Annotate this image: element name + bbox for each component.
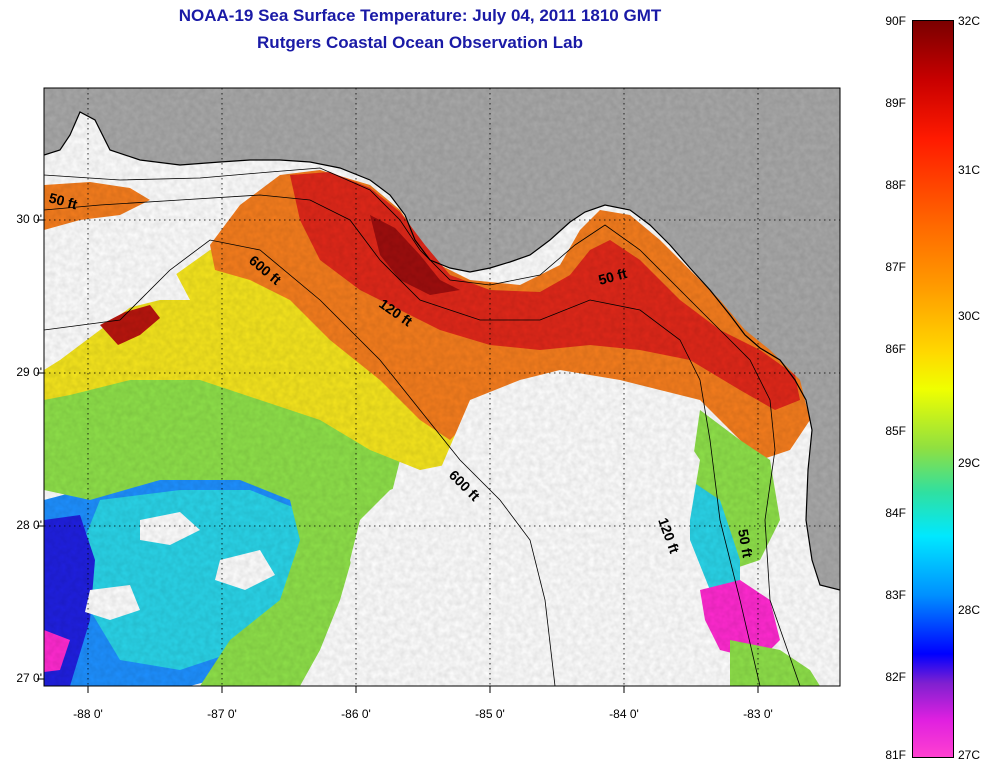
colorbar-label-81f: 81F — [885, 748, 906, 762]
lon-label-85: -85 0' — [475, 707, 505, 721]
contour-120ft — [44, 194, 761, 686]
colorbar-label-27c: 27C — [958, 748, 981, 762]
lat-label-28: 28 0' — [16, 518, 42, 532]
lon-label-87: -87 0' — [207, 707, 237, 721]
contour-label-50-west: 50 ft — [47, 189, 79, 212]
texture-overlay — [44, 88, 840, 686]
colorbar-label-85f: 85F — [885, 424, 906, 438]
colorbar-label-86f: 86F — [885, 342, 906, 356]
colorbar-label-88f: 88F — [885, 178, 906, 192]
colorbar-label-82f: 82F — [885, 670, 906, 684]
axis-ticks — [37, 219, 759, 693]
lon-label-84: -84 0' — [609, 707, 639, 721]
plot-frame — [43, 87, 841, 687]
colorbar-label-89f: 89F — [885, 96, 906, 110]
colorbar-label-29c: 29C — [958, 456, 981, 470]
colorbar-label-28c: 28C — [958, 603, 981, 617]
colorbar-label-30c: 30C — [958, 309, 981, 323]
contour-label-50-east: 50 ft — [735, 528, 756, 559]
colorbar-label-83f: 83F — [885, 588, 906, 602]
lat-label-29: 29 0' — [16, 365, 42, 379]
temperature-colorbar — [912, 20, 954, 758]
colorbar-label-87f: 87F — [885, 260, 906, 274]
lon-label-86: -86 0' — [341, 707, 371, 721]
colorbar-label-32c: 32C — [958, 14, 981, 28]
map-subtitle: Rutgers Coastal Ocean Observation Lab — [257, 33, 583, 52]
map-title: NOAA-19 Sea Surface Temperature: July 04… — [178, 6, 662, 25]
colorbar-label-90f: 90F — [885, 14, 906, 28]
contour-50ft — [44, 167, 801, 686]
colorbar-label-84f: 84F — [885, 506, 906, 520]
colorbar-label-31c: 31C — [958, 163, 981, 177]
coastline — [44, 111, 840, 591]
lon-label-88: -88 0' — [73, 707, 103, 721]
contour-600ft — [44, 239, 556, 686]
contour-label-50-north: 50 ft — [597, 265, 629, 288]
lat-label-30: 30 0' — [16, 212, 42, 226]
lat-label-27: 27 0' — [16, 671, 42, 685]
lon-label-83: -83 0' — [743, 707, 773, 721]
